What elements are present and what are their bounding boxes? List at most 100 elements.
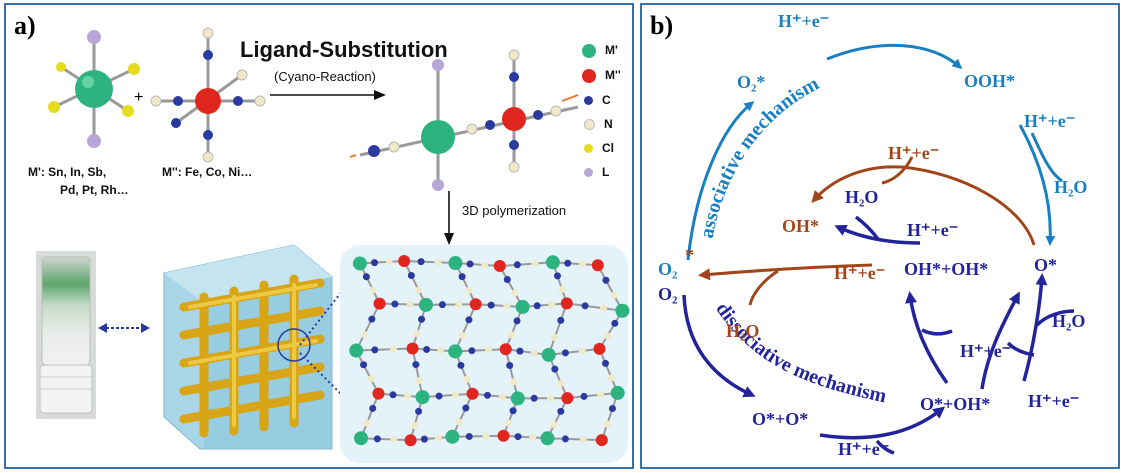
legend-swatch-icon bbox=[584, 119, 595, 131]
network-metal bbox=[610, 385, 625, 400]
network-atom bbox=[602, 276, 610, 284]
network-metal bbox=[469, 298, 482, 311]
dissoc-arrow-4 bbox=[1022, 273, 1048, 382]
network-atom bbox=[533, 302, 541, 310]
network-atom bbox=[390, 436, 398, 444]
label-h-e-bottom: H⁺+e⁻ bbox=[838, 439, 889, 459]
network-atom bbox=[367, 375, 375, 383]
network-atom bbox=[507, 331, 515, 339]
network-atom bbox=[603, 332, 611, 340]
label-h2o-right-top: H₂O bbox=[1054, 177, 1087, 197]
label-h-e-top: H⁺+e⁻ bbox=[778, 11, 829, 31]
network-atom bbox=[369, 286, 377, 294]
network-atom bbox=[435, 392, 443, 400]
dissoc-arrow-5 bbox=[905, 291, 949, 385]
dissoc-arrow-3 bbox=[980, 291, 1020, 390]
mdouble-text: M'': Fe, Co, Ni… bbox=[162, 165, 253, 179]
network-atom bbox=[547, 394, 555, 402]
network-bond bbox=[403, 260, 427, 306]
network-atom bbox=[599, 304, 607, 312]
network-atom bbox=[608, 374, 616, 382]
label-o2-left-bottom: O₂ bbox=[658, 284, 677, 304]
network-metal bbox=[466, 387, 479, 400]
network-bond bbox=[596, 264, 624, 312]
network-bond bbox=[455, 348, 506, 353]
network-atom bbox=[557, 379, 565, 387]
dissoc-arrow-1 bbox=[682, 294, 756, 398]
network-atom bbox=[438, 301, 446, 309]
network-atom bbox=[550, 421, 558, 429]
polymer-network-image bbox=[340, 245, 630, 463]
network-atom bbox=[389, 391, 397, 399]
network-atom bbox=[483, 391, 491, 399]
network-atom bbox=[391, 300, 399, 308]
label-h-e-lower-right: H⁺+e⁻ bbox=[1028, 391, 1079, 411]
network-bond bbox=[472, 392, 518, 400]
network-atom bbox=[610, 291, 618, 299]
network-atom bbox=[455, 418, 463, 426]
network-bond bbox=[504, 349, 519, 399]
network-bond bbox=[548, 347, 600, 356]
network-metal bbox=[595, 434, 608, 447]
network-atom bbox=[411, 422, 419, 430]
brown-arrow-top bbox=[811, 165, 1036, 246]
title: Ligand-Substitution bbox=[240, 37, 448, 62]
network-atom bbox=[463, 375, 471, 383]
network-bond bbox=[425, 303, 476, 306]
network-atom bbox=[553, 272, 561, 280]
network-bond bbox=[547, 303, 568, 356]
network-atom bbox=[504, 419, 512, 427]
label-o-star: O* bbox=[1034, 255, 1057, 275]
network-metal bbox=[545, 255, 560, 270]
network-bond bbox=[503, 434, 548, 440]
legend-swatch-icon bbox=[582, 68, 596, 83]
network-bond bbox=[522, 302, 567, 308]
network-metal bbox=[418, 297, 433, 312]
double-arrow-icon bbox=[98, 323, 150, 333]
network-atom bbox=[465, 432, 473, 440]
label-o2-star: O₂* bbox=[737, 72, 765, 92]
network-metal bbox=[560, 297, 573, 310]
gel-cube-image bbox=[163, 244, 333, 450]
mprime-complex-icon bbox=[48, 30, 140, 148]
network-metal bbox=[349, 343, 364, 358]
network-metal bbox=[398, 254, 411, 267]
network-atom bbox=[371, 259, 379, 267]
network-atom bbox=[452, 391, 460, 399]
network-atom bbox=[371, 346, 379, 354]
label-oh-star: OH* bbox=[782, 216, 819, 236]
network-atom bbox=[373, 435, 381, 443]
network-atom bbox=[360, 361, 368, 369]
network-atom bbox=[482, 432, 490, 440]
network-atom bbox=[603, 420, 611, 428]
network-atom bbox=[503, 302, 511, 310]
network-bond bbox=[475, 303, 523, 308]
network-metal bbox=[591, 259, 604, 272]
network-atom bbox=[434, 258, 442, 266]
network-metal bbox=[541, 347, 556, 362]
network-bond bbox=[412, 347, 456, 353]
network-atom bbox=[466, 260, 474, 268]
legend-swatch-icon bbox=[584, 96, 593, 106]
network-atom bbox=[420, 435, 428, 443]
network-atom bbox=[561, 435, 569, 443]
network-atom bbox=[369, 404, 377, 412]
network-bond bbox=[360, 393, 380, 439]
label-oh-oh: OH*+OH* bbox=[904, 259, 988, 279]
network-metal bbox=[415, 390, 430, 405]
panel-b: b) bbox=[640, 3, 1120, 469]
network-atom bbox=[581, 302, 589, 310]
network-atom bbox=[506, 361, 514, 369]
network-bond bbox=[504, 306, 524, 350]
assoc-arrow-3 bbox=[1018, 124, 1056, 246]
network-bond bbox=[379, 302, 427, 306]
network-atom bbox=[580, 392, 588, 400]
network-atom bbox=[458, 331, 466, 339]
network-bond bbox=[598, 310, 624, 350]
orr-mechanism-diagram: associative mechanism dissociative mecha… bbox=[658, 11, 1087, 459]
mprime-text-2: Pd, Pt, Rh… bbox=[60, 183, 129, 197]
network-metal bbox=[352, 256, 367, 271]
network-atom bbox=[485, 346, 493, 354]
network-atom bbox=[548, 301, 556, 309]
network-bond bbox=[551, 261, 568, 304]
